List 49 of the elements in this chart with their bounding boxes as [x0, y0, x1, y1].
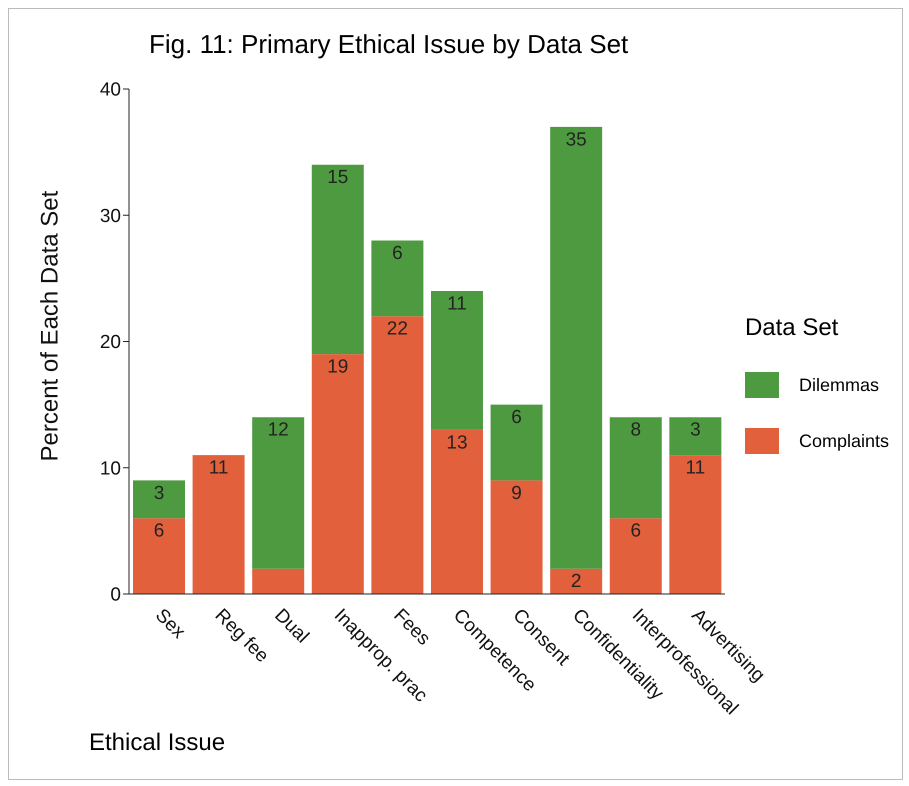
- bar: [550, 126, 602, 569]
- bar: [490, 480, 543, 594]
- bar: [312, 354, 364, 594]
- legend-title: Data Set: [744, 314, 840, 342]
- x-axis-title: Ethical Issue: [89, 729, 226, 757]
- bar: [192, 455, 245, 594]
- data-label: 22: [386, 318, 408, 340]
- data-label: 3: [690, 420, 701, 441]
- bar: [490, 404, 543, 480]
- bar: [252, 417, 304, 569]
- data-label: 6: [392, 242, 403, 264]
- bar: [669, 417, 722, 456]
- data-label: 19: [327, 356, 348, 378]
- bar: [610, 518, 662, 594]
- data-label: 35: [566, 129, 587, 150]
- data-label: 8: [630, 420, 642, 441]
- data-label: 11: [208, 458, 228, 479]
- chart-title: Fig. 11: Primary Ethical Issue by Data Set: [149, 29, 628, 60]
- y-tick-label: 0: [110, 584, 121, 606]
- bar: [252, 568, 304, 594]
- data-label: 3: [154, 482, 164, 504]
- y-axis-title: Percent of Each Data Set: [36, 190, 64, 462]
- bar: [371, 316, 424, 594]
- bar: [133, 480, 185, 518]
- y-tick-label: 30: [100, 206, 121, 227]
- y-tick-label: 10: [100, 458, 121, 480]
- legend-label: Complaints: [798, 430, 889, 452]
- data-label: 11: [447, 293, 467, 314]
- data-label: 6: [511, 407, 522, 428]
- y-tick-label: 20: [100, 332, 121, 354]
- bar: [312, 164, 364, 354]
- data-label: 13: [446, 432, 468, 454]
- data-label: 15: [327, 167, 348, 188]
- data-label: 11: [685, 458, 706, 479]
- bar: [430, 291, 483, 430]
- y-tick-label: 40: [100, 80, 121, 101]
- bar: [550, 568, 602, 594]
- bar: [371, 240, 424, 316]
- bar: [133, 518, 185, 594]
- x-tick-label: Sex: [151, 604, 190, 644]
- data-label: 6: [154, 520, 164, 542]
- data-label: 12: [268, 420, 289, 441]
- bar: [669, 455, 722, 594]
- data-label: 2: [570, 571, 582, 592]
- legend-label: Dilemmas: [798, 374, 879, 396]
- bar: [430, 430, 483, 594]
- data-label: 6: [630, 520, 642, 542]
- bar: [610, 417, 662, 518]
- data-label: 9: [511, 482, 522, 504]
